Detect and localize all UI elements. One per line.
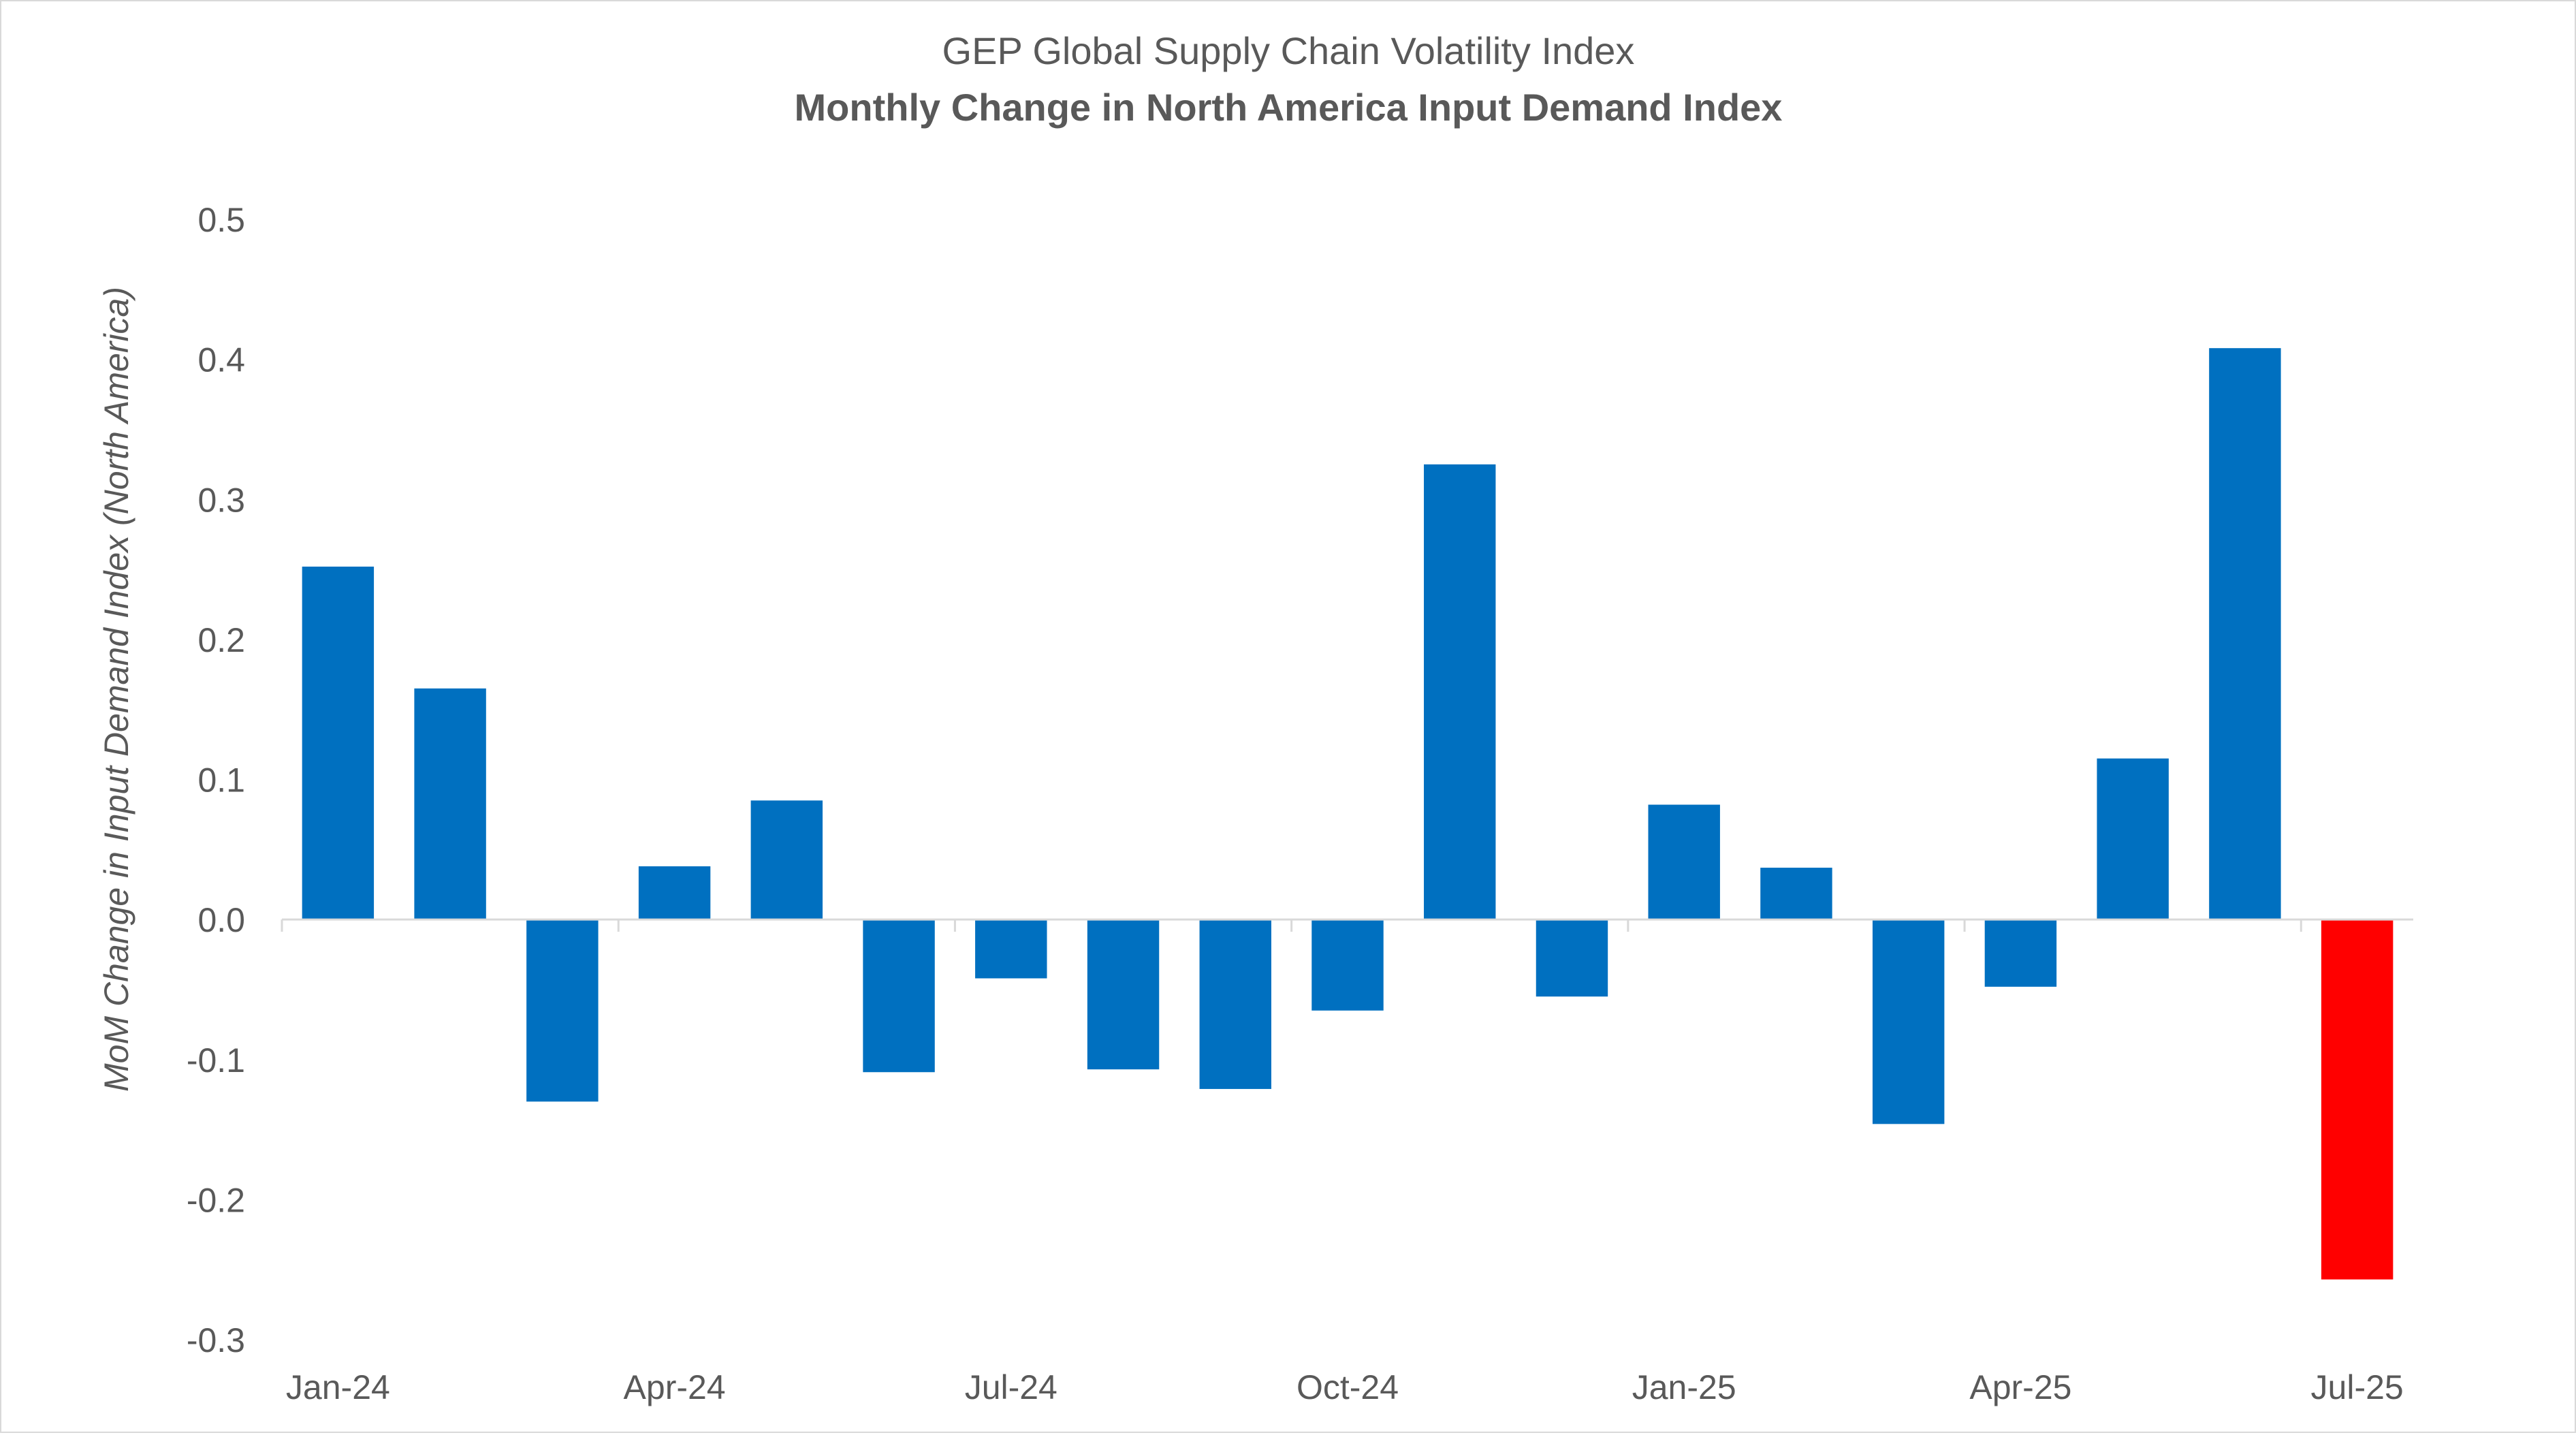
bar-jan-24 [302,566,375,920]
x-tick-label: Jan-24 [286,1368,390,1406]
x-tick-label: Oct-24 [1297,1368,1399,1406]
y-tick-label: 0.3 [197,481,245,519]
bar-mar-25 [1872,919,1945,1124]
x-tick-label: Jan-25 [1632,1368,1736,1406]
y-tick-label: -0.3 [187,1321,245,1359]
bar-oct-24 [1311,919,1384,1011]
bar-apr-25 [1984,919,2057,987]
bar-jul-24 [975,919,1047,979]
bar-feb-25 [1760,868,1832,920]
y-tick-label: 0.2 [197,621,245,659]
bar-may-25 [2097,758,2169,920]
bar-aug-24 [1087,919,1160,1070]
bar-feb-24 [414,688,486,920]
bar-mar-24 [526,919,599,1102]
bar-group [302,348,2394,1280]
bar-dec-24 [1536,919,1608,997]
x-tick-label: Jul-25 [2311,1368,2404,1406]
bar-jul-25 [2321,919,2394,1280]
y-axis-label: MoM Change in Input Demand Index (North … [97,287,136,1092]
bar-apr-24 [638,866,711,920]
y-tick-group: 0.5 0.4 0.3 0.2 0.1 0.0 -0.1 -0.2 -0.3 [187,201,245,1359]
y-tick-label: 0.0 [197,901,245,939]
chart-subtitle: Monthly Change in North America Input De… [795,86,1783,129]
x-tick-label: Jul-24 [965,1368,1058,1406]
x-tick-label: Apr-25 [1969,1368,2071,1406]
bar-jun-25 [2209,348,2281,920]
y-tick-label: 0.4 [197,341,245,379]
x-tick-label: Apr-24 [624,1368,726,1406]
bar-jun-24 [863,919,935,1073]
bar-jan-25 [1648,804,1720,920]
y-tick-label: 0.5 [197,201,245,239]
bar-may-24 [750,800,823,920]
bar-sep-24 [1199,919,1271,1089]
bar-nov-24 [1424,464,1496,920]
y-tick-label: 0.1 [197,761,245,800]
y-tick-label: -0.2 [187,1181,245,1219]
y-tick-label: -0.1 [187,1041,245,1079]
x-tick-group: Jan-24 Apr-24 Jul-24 Oct-24 Jan-25 Apr-25 Jul-… [281,919,2404,1406]
chart-title: GEP Global Supply Chain Volatility Index [942,29,1635,72]
